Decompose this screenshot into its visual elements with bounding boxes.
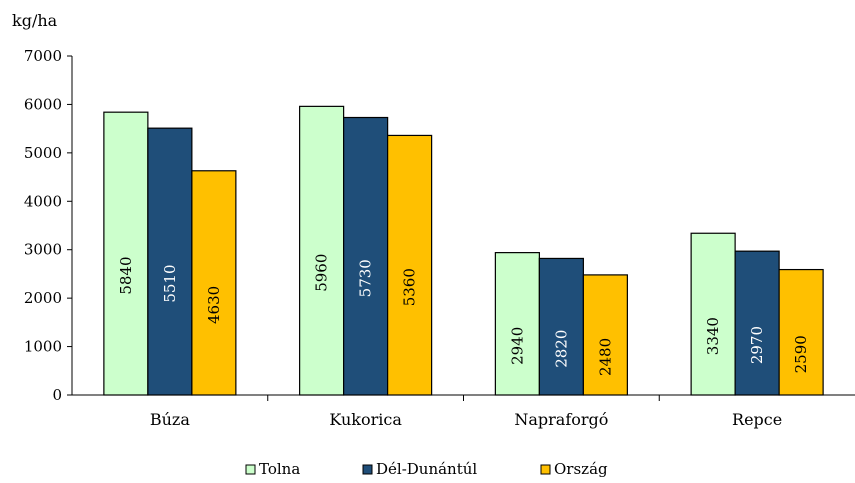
x-category-label: Búza <box>150 410 190 429</box>
bar-data-label: 5730 <box>357 259 375 297</box>
bar <box>734 250 780 396</box>
y-tick-label: 5000 <box>24 144 62 162</box>
legend-swatch <box>245 464 256 475</box>
legend: Tolna Dél-Dunántúl Ország <box>245 460 608 478</box>
bar-data-label: 5360 <box>401 268 419 306</box>
bar-data-label: 2590 <box>792 335 810 373</box>
x-category-label: Kukorica <box>329 410 402 429</box>
bar <box>494 252 540 396</box>
bar-data-label: 5510 <box>161 264 179 302</box>
bar <box>147 127 193 396</box>
bar-data-label: 2940 <box>508 327 526 365</box>
bars: 5840 5510 4630 5960 5730 5360 2940 2820 2480 3340… <box>103 105 824 396</box>
x-category-label: Napraforgó <box>514 410 608 429</box>
bar <box>299 105 345 396</box>
legend-swatch <box>362 464 373 475</box>
y-tick-label: 7000 <box>24 47 62 65</box>
bar-data-label: 3340 <box>704 317 722 355</box>
legend-swatch <box>540 464 551 475</box>
bar <box>191 170 237 396</box>
y-tick-label: 6000 <box>24 95 62 113</box>
y-tick-label: 4000 <box>24 192 62 210</box>
bar <box>690 232 736 396</box>
y-tick-label: 2000 <box>24 289 62 307</box>
y-tick-label: 3000 <box>24 241 62 259</box>
bar <box>387 134 433 396</box>
bar <box>582 274 628 396</box>
y-tick-label: 1000 <box>24 338 62 356</box>
bar <box>538 257 584 396</box>
y-tick-label: 0 <box>52 386 62 404</box>
x-category-label: Repce <box>732 410 782 429</box>
legend-label: Ország <box>554 460 608 478</box>
bar-data-label: 5960 <box>313 254 331 292</box>
bar-data-label: 2820 <box>552 330 570 368</box>
bar-data-label: 2970 <box>748 326 766 364</box>
legend-label: Tolna <box>259 460 300 478</box>
legend-label: Dél-Dunántúl <box>376 460 477 478</box>
x-axis: Búza Kukorica Napraforgó Repce <box>72 394 855 429</box>
bar-data-label: 2480 <box>596 338 614 376</box>
bar <box>778 268 824 396</box>
bar-data-label: 5840 <box>117 256 135 294</box>
bar <box>343 116 389 396</box>
bar-data-label: 4630 <box>205 286 223 324</box>
y-axis: 0 1000 2000 3000 4000 5000 6000 7000 <box>24 47 73 404</box>
bar <box>103 111 149 396</box>
y-axis-unit-label: kg/ha <box>12 11 58 30</box>
